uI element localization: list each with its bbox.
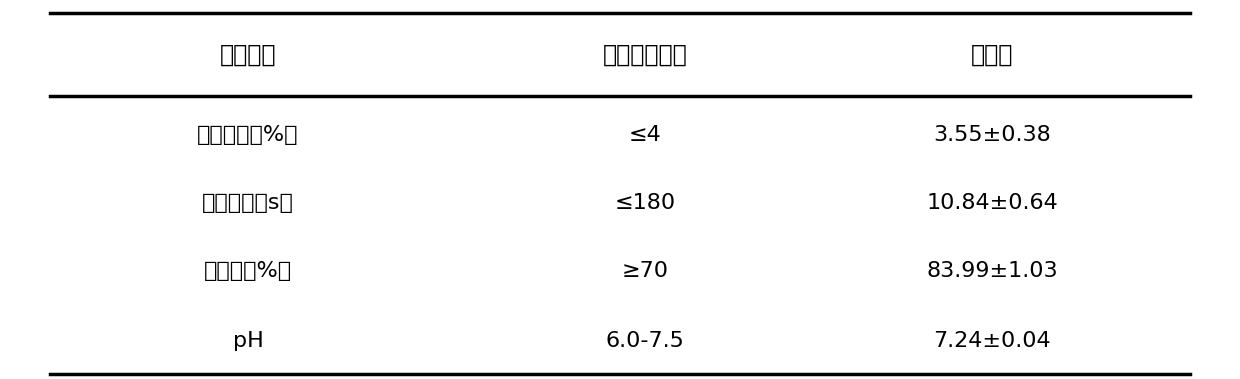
Text: 10.84±0.64: 10.84±0.64 [926,193,1058,213]
Text: 分散率（%）: 分散率（%） [203,261,293,281]
Text: 质量指标: 质量指标 [219,43,277,67]
Text: 7.24±0.04: 7.24±0.04 [934,331,1050,351]
Text: 3.55±0.38: 3.55±0.38 [934,125,1050,144]
Text: 相关国家标准: 相关国家标准 [603,43,687,67]
Text: 6.0-7.5: 6.0-7.5 [605,331,684,351]
Text: pH: pH [233,331,263,351]
Text: ≤180: ≤180 [614,193,676,213]
Text: 实测值: 实测值 [971,43,1013,67]
Text: 润湿时间（s）: 润湿时间（s） [202,193,294,213]
Text: 水分含量（%）: 水分含量（%） [197,125,299,144]
Text: ≤4: ≤4 [629,125,661,144]
Text: 83.99±1.03: 83.99±1.03 [926,261,1058,281]
Text: ≥70: ≥70 [621,261,668,281]
